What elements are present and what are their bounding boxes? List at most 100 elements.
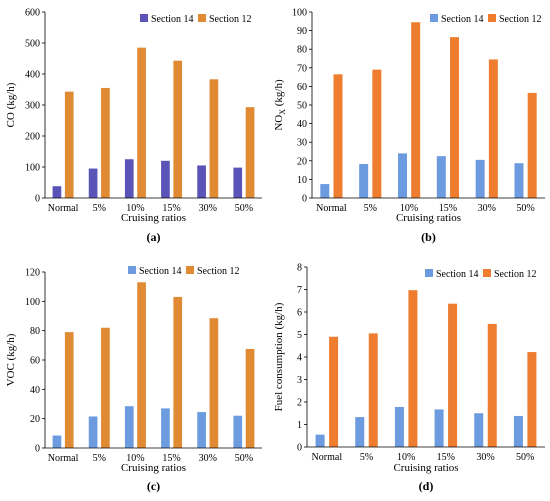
y-tick-label: 40 [30, 385, 40, 396]
bar-section-14-4 [474, 413, 484, 447]
y-tick-label: 2 [297, 398, 302, 409]
y-tick-label: 100 [292, 8, 307, 19]
bar-section-12-2 [137, 47, 146, 199]
bar-section-14-0 [52, 186, 62, 198]
bar-section-12-3 [173, 296, 183, 448]
bar-section-12-0 [64, 332, 74, 448]
y-axis-label: CO (kg/h) [5, 82, 17, 127]
bar-section-14-4 [197, 165, 206, 198]
y-tick-label: 10 [297, 175, 307, 186]
bar-section-14-0 [52, 435, 62, 448]
legend-entry: Section 14 [436, 269, 479, 280]
panel-label: (c) [147, 479, 160, 493]
y-tick-label: 100 [25, 163, 40, 174]
bar-section-12-4 [487, 323, 497, 447]
y-tick-label: 50 [297, 101, 307, 112]
bar-section-12-2 [408, 290, 418, 447]
legend-entry: Section 12 [494, 269, 537, 280]
bar-section-12-1 [372, 69, 382, 198]
bar-section-14-0 [315, 434, 325, 447]
y-tick-label: 6 [297, 308, 302, 319]
legend-swatch [488, 14, 496, 22]
bar-section-14-2 [124, 159, 134, 198]
legend-swatch [140, 14, 148, 22]
bar-section-14-3 [161, 408, 170, 448]
bar-section-14-3 [434, 409, 444, 447]
x-tick-label: 15% [162, 453, 180, 464]
y-tick-label: 60 [297, 82, 307, 93]
x-tick-label: 5% [360, 452, 373, 463]
bar-section-12-5 [527, 352, 537, 447]
panel-label: (a) [147, 230, 161, 244]
y-tick-label: 40 [297, 119, 307, 130]
bar-section-12-4 [209, 79, 219, 198]
x-tick-label: 50% [235, 453, 253, 464]
legend-swatch [186, 266, 194, 274]
y-tick-label: 3 [297, 375, 302, 386]
x-tick-label: Normal [48, 453, 79, 464]
legend-swatch [425, 269, 433, 277]
bar-section-14-5 [233, 415, 243, 448]
x-tick-label: Normal [48, 203, 79, 214]
legend-entry: Section 14 [139, 266, 182, 277]
y-tick-label: 90 [297, 26, 307, 37]
legend-swatch [198, 14, 206, 22]
x-tick-label: 10% [400, 203, 418, 214]
bar-section-14-5 [513, 415, 523, 447]
y-tick-label: 30 [297, 138, 307, 149]
legend-entry: Section 12 [209, 14, 252, 25]
chart-panel-3: 0 20 40 60 80 100 120 Normal 5% 10% 15% 30% 50% Cruis… [5, 266, 262, 493]
bar-section-12-1 [368, 333, 378, 447]
bar-section-12-5 [245, 107, 255, 198]
y-tick-label: 0 [35, 444, 40, 455]
y-tick-label: 0 [35, 194, 40, 205]
bar-section-12-0 [333, 74, 343, 198]
x-axis-label: Cruising ratios [393, 462, 458, 474]
y-tick-label: 80 [297, 45, 307, 56]
y-tick-label: 200 [25, 132, 40, 143]
y-tick-label: 7 [297, 285, 302, 296]
bar-section-12-3 [450, 37, 460, 198]
bar-section-14-1 [359, 163, 369, 198]
bar-section-14-5 [233, 167, 243, 198]
y-tick-label: 4 [297, 353, 302, 364]
y-tick-label: 60 [30, 356, 40, 367]
bar-section-12-4 [209, 318, 219, 448]
legend-swatch [483, 269, 491, 277]
y-tick-label: 20 [297, 156, 307, 167]
bar-section-14-1 [355, 417, 365, 447]
x-tick-label: 5% [93, 203, 106, 214]
y-tick-label: 1 [297, 420, 302, 431]
bar-section-14-2 [124, 406, 134, 448]
bar-section-12-3 [173, 60, 183, 198]
bar-section-12-0 [329, 336, 339, 447]
x-axis-label: Cruising ratios [121, 462, 186, 474]
bar-section-14-3 [436, 156, 446, 198]
panel-label: (d) [419, 479, 434, 493]
x-axis-label: Cruising ratios [396, 212, 461, 224]
bar-section-12-1 [101, 87, 110, 198]
x-tick-label: Normal [312, 452, 343, 463]
y-tick-label: 8 [297, 263, 302, 274]
bar-section-14-2 [397, 153, 407, 198]
bar-section-12-5 [527, 92, 537, 198]
x-tick-label: 15% [439, 203, 457, 214]
bar-section-14-1 [88, 168, 98, 198]
y-tick-label: 120 [25, 268, 40, 279]
legend-swatch [128, 266, 136, 274]
chart-panel-1: 0 100 200 300 400 500 600 Normal 5% 10% 15% 30% 50% C… [5, 8, 262, 244]
x-tick-label: 30% [476, 452, 494, 463]
x-tick-label: 15% [437, 452, 455, 463]
y-tick-label: 600 [25, 8, 40, 19]
bar-section-12-0 [64, 91, 74, 198]
y-tick-label: 70 [297, 63, 307, 74]
x-tick-label: 5% [93, 453, 106, 464]
y-tick-label: 0 [297, 443, 302, 454]
x-tick-label: 10% [397, 452, 415, 463]
legend-swatch [430, 14, 438, 22]
x-tick-label: 5% [364, 203, 377, 214]
y-axis-label: Fuel consumption (kg/h) [273, 302, 285, 411]
x-tick-label: 30% [199, 203, 217, 214]
x-tick-label: 15% [162, 203, 180, 214]
